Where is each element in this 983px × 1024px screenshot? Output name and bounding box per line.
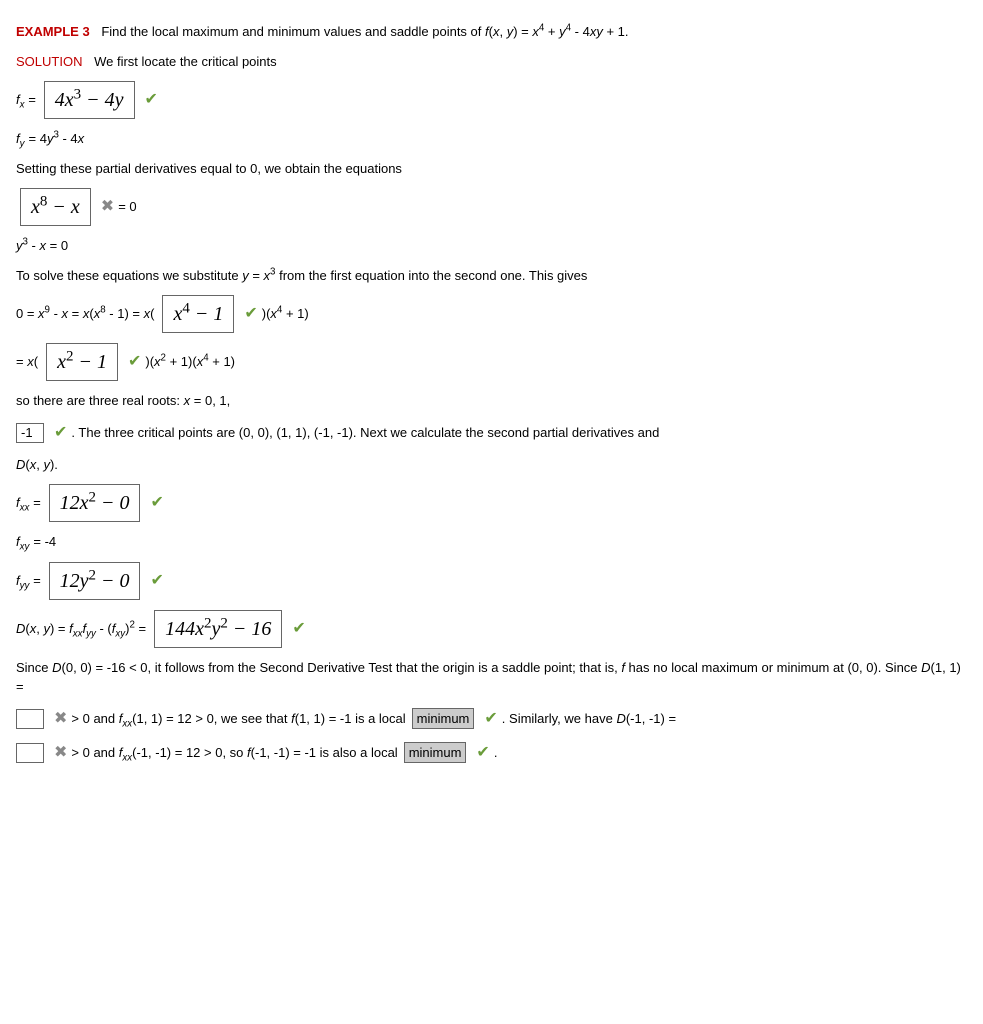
check-icon: ✔ bbox=[244, 302, 257, 326]
D-box[interactable]: 144x2y2 − 16 bbox=[154, 610, 282, 648]
step-locate: We first locate the critical points bbox=[94, 54, 277, 69]
min2-box[interactable]: minimum bbox=[404, 742, 467, 764]
eq2-text: y3 - x = 0 bbox=[16, 236, 68, 256]
fxx-row: fxx = 12x2 − 0 ✔ bbox=[16, 484, 967, 522]
solution-line: SOLUTION We first locate the critical po… bbox=[16, 52, 967, 72]
factor1-pre: 0 = x9 - x = x(x8 - 1) = x( bbox=[16, 304, 154, 324]
root3-box[interactable]: -1 bbox=[16, 423, 44, 443]
check-icon: ✔ bbox=[150, 491, 163, 515]
factor1-box[interactable]: x4 − 1 bbox=[162, 295, 234, 333]
fx-lhs: fx = bbox=[16, 90, 36, 110]
check-icon: ✔ bbox=[484, 707, 497, 731]
min1-tail: . Similarly, we have D(-1, -1) = bbox=[502, 709, 676, 729]
check-icon: ✔ bbox=[54, 421, 67, 445]
min2-tail: . bbox=[494, 743, 498, 763]
root3-row: -1 ✔ . The three critical points are (0,… bbox=[16, 421, 967, 445]
factor1-post: )(x4 + 1) bbox=[262, 304, 309, 324]
factor2-pre: = x( bbox=[16, 352, 38, 372]
fxx-box[interactable]: 12x2 − 0 bbox=[49, 484, 141, 522]
fxy-text: fxy bbox=[16, 532, 29, 552]
example-prompt: Find the local maximum and minimum value… bbox=[101, 24, 628, 39]
fxy-row: fxy = -4 bbox=[16, 532, 967, 552]
factor2-post: )(x2 + 1)(x4 + 1) bbox=[145, 352, 235, 372]
factor2-box[interactable]: x2 − 1 bbox=[46, 343, 118, 381]
fxy-val: = -4 bbox=[33, 532, 56, 552]
min2-input[interactable] bbox=[16, 743, 44, 763]
D-row: D(x, y) = fxxfyy - (fxy)2 = 144x2y2 − 16… bbox=[16, 610, 967, 648]
cross-icon: ✖ bbox=[54, 707, 67, 731]
eq2-row: y3 - x = 0 bbox=[16, 236, 967, 256]
check-icon: ✔ bbox=[292, 617, 305, 641]
check-icon: ✔ bbox=[150, 569, 163, 593]
factor2-row: = x( x2 − 1 ✔ )(x2 + 1)(x4 + 1) bbox=[16, 343, 967, 381]
min1-input[interactable] bbox=[16, 709, 44, 729]
cross-icon: ✖ bbox=[101, 195, 114, 219]
eq1-rhs: = 0 bbox=[118, 197, 136, 217]
D-lhs: D(x, y) = fxxfyy - (fxy)2 = bbox=[16, 619, 146, 639]
eq1-answer-box[interactable]: x8 − x bbox=[20, 188, 91, 226]
fy-text: fy bbox=[16, 129, 25, 149]
saddle-text: Since D(0, 0) = -16 < 0, it follows from… bbox=[16, 658, 967, 697]
fy-row: fy = 4y3 - 4x bbox=[16, 129, 967, 149]
check-icon: ✔ bbox=[128, 350, 141, 374]
dxy-label: D(x, y). bbox=[16, 455, 967, 475]
cross-icon: ✖ bbox=[54, 741, 67, 765]
factor1-row: 0 = x9 - x = x(x8 - 1) = x( x4 − 1 ✔ )(x… bbox=[16, 295, 967, 333]
fxx-lhs: fxx = bbox=[16, 493, 41, 513]
min2-row: ✖ > 0 and fxx(-1, -1) = 12 > 0, so f(-1,… bbox=[16, 741, 967, 765]
fx-answer-box[interactable]: 4x3 − 4y bbox=[44, 81, 135, 119]
fx-row: fx = 4x3 − 4y ✔ bbox=[16, 81, 967, 119]
min1-box[interactable]: minimum bbox=[412, 708, 475, 730]
fyy-lhs: fyy = bbox=[16, 571, 41, 591]
example-label: EXAMPLE 3 bbox=[16, 24, 90, 39]
critical-points-text: . The three critical points are (0, 0), … bbox=[71, 423, 659, 443]
solution-label: SOLUTION bbox=[16, 54, 82, 69]
check-icon: ✔ bbox=[476, 741, 489, 765]
min1-row: ✖ > 0 and fxx(1, 1) = 12 > 0, we see tha… bbox=[16, 707, 967, 731]
eq1-row: x8 − x ✖ = 0 bbox=[16, 188, 967, 226]
min1-mid: > 0 and fxx(1, 1) = 12 > 0, we see that … bbox=[71, 709, 405, 729]
solve-text: To solve these equations we substitute y… bbox=[16, 266, 967, 286]
check-icon: ✔ bbox=[145, 88, 158, 112]
fy-eq: = 4y3 - 4x bbox=[29, 129, 85, 149]
setting-text: Setting these partial derivatives equal … bbox=[16, 159, 967, 179]
example-header: EXAMPLE 3 Find the local maximum and min… bbox=[16, 22, 967, 42]
fyy-row: fyy = 12y2 − 0 ✔ bbox=[16, 562, 967, 600]
min2-mid: > 0 and fxx(-1, -1) = 12 > 0, so f(-1, -… bbox=[71, 743, 397, 763]
roots-text: so there are three real roots: x = 0, 1, bbox=[16, 391, 967, 411]
fyy-box[interactable]: 12y2 − 0 bbox=[49, 562, 141, 600]
